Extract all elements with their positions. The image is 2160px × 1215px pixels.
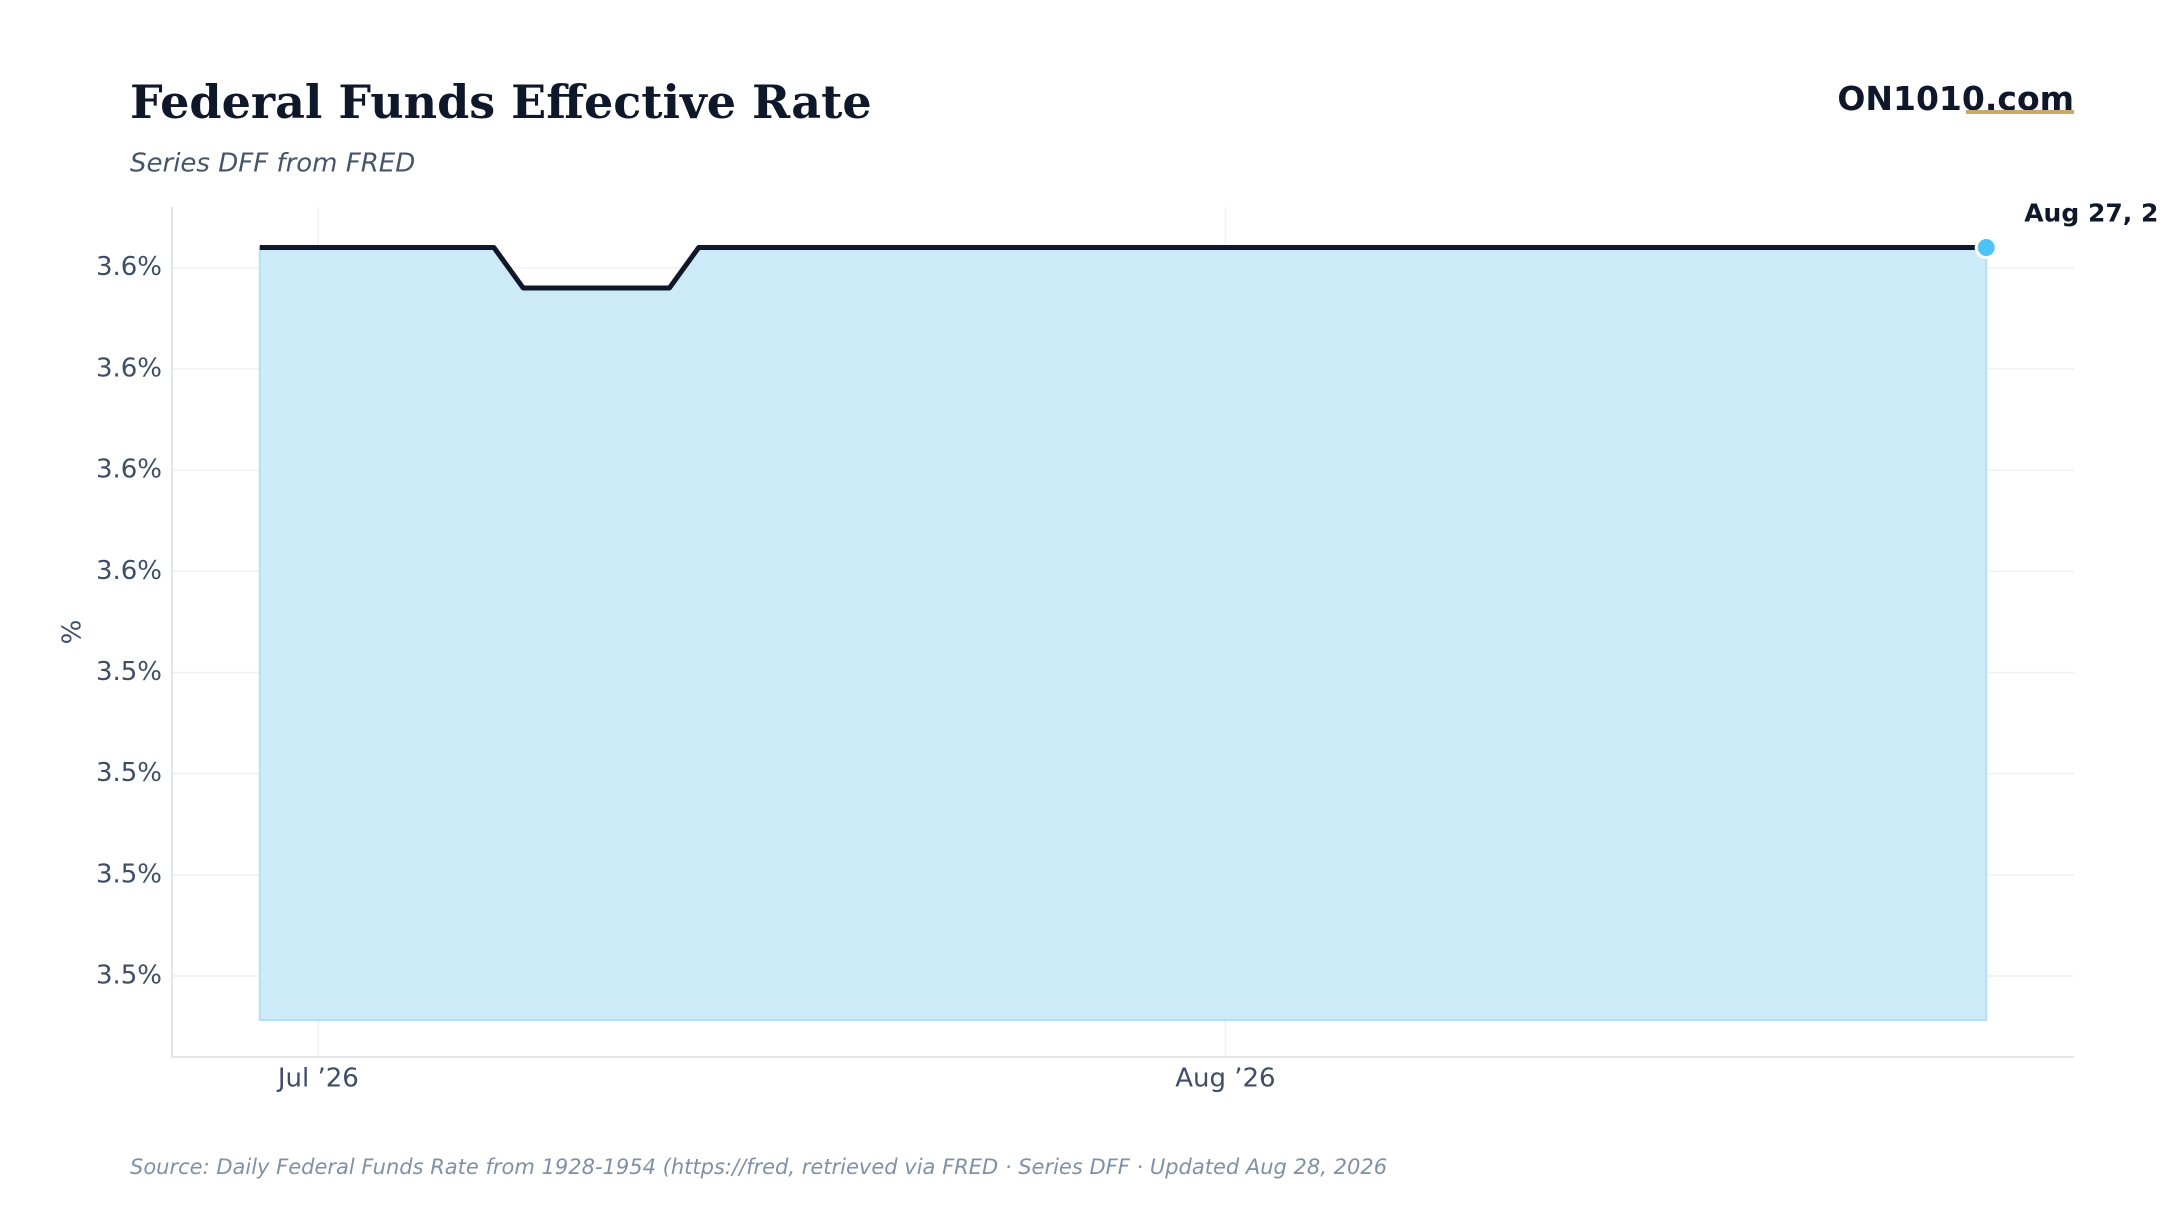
x-tick-label: Jul ’26: [276, 1064, 359, 1094]
y-axis-label: %: [58, 620, 88, 645]
y-tick-label: 3.6%: [96, 252, 162, 282]
annotation: Aug 27, 2: [2024, 198, 2158, 227]
x-tick-label: Aug ’26: [1175, 1064, 1275, 1094]
y-tick-label: 3.5%: [96, 758, 162, 788]
y-tick-label: 3.5%: [96, 657, 162, 687]
chart-title: Federal Funds Effective Rate: [130, 75, 872, 129]
brand-underline: [1966, 110, 2074, 114]
y-tick-label: 3.6%: [96, 353, 162, 383]
chart-subtitle: Series DFF from FRED: [130, 149, 415, 179]
y-tick-label: 3.6%: [96, 455, 162, 485]
y-tick-label: 3.6%: [96, 556, 162, 586]
last-point: [1974, 235, 1998, 259]
y-tick-label: 3.5%: [96, 859, 162, 889]
brand: ON1010.com: [1837, 79, 2074, 118]
brand-name: ON1010: [1837, 79, 1985, 118]
area-fill: [258, 246, 1988, 1021]
y-tick-label: 3.5%: [96, 961, 162, 991]
line: [259, 244, 1987, 291]
plot-area: 3.6% 3.6% 3.6% 3.6% 3.5% 3.5% 3.5% 3.5% Jul ’26 A…: [96, 198, 2158, 1093]
source-note: Source: Daily Federal Funds Rate from 19…: [130, 1155, 1387, 1179]
